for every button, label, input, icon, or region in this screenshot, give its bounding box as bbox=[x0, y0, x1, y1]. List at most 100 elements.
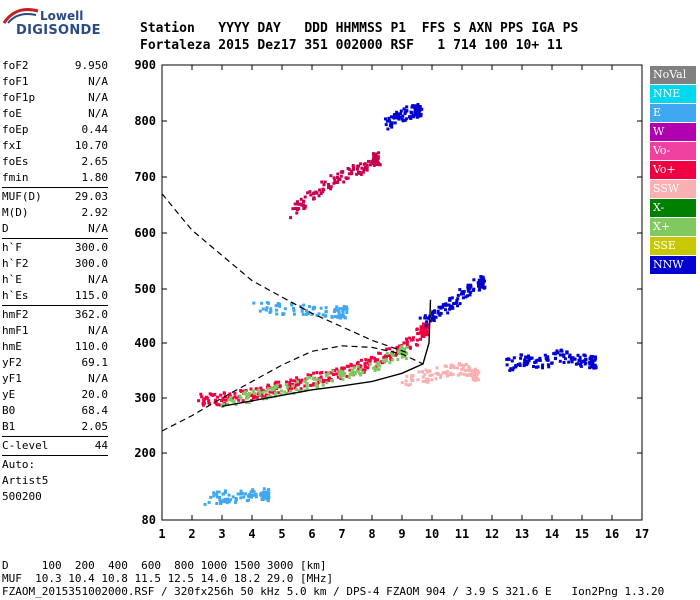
data-point bbox=[234, 500, 237, 504]
param-value: 44 bbox=[94, 439, 108, 452]
data-point bbox=[203, 502, 207, 506]
data-point bbox=[377, 351, 381, 355]
data-point bbox=[254, 495, 258, 499]
data-point bbox=[578, 355, 582, 359]
x-tick-label: 6 bbox=[308, 527, 315, 541]
param-value: N/A bbox=[88, 372, 108, 385]
data-point bbox=[345, 307, 349, 311]
data-point bbox=[266, 387, 270, 391]
data-point bbox=[444, 372, 448, 376]
data-point bbox=[468, 293, 472, 297]
data-point bbox=[404, 382, 408, 386]
data-point bbox=[283, 307, 287, 311]
data-point bbox=[260, 392, 264, 396]
data-point bbox=[420, 332, 424, 336]
data-point bbox=[305, 312, 308, 316]
param-name: MUF(D) bbox=[2, 190, 42, 203]
param-row: fmin 1.80 bbox=[2, 170, 108, 186]
data-point bbox=[370, 355, 374, 359]
data-point bbox=[472, 376, 476, 380]
data-point bbox=[360, 166, 364, 170]
data-point bbox=[320, 180, 324, 184]
data-point bbox=[345, 177, 349, 180]
data-point bbox=[293, 207, 297, 210]
data-point bbox=[353, 364, 357, 368]
data-point bbox=[439, 373, 443, 377]
param-row: M(D) 2.92 bbox=[2, 205, 108, 221]
data-point bbox=[443, 371, 446, 374]
data-point bbox=[415, 108, 418, 112]
data-point bbox=[242, 495, 246, 499]
data-point bbox=[371, 162, 375, 166]
data-point bbox=[477, 281, 481, 285]
data-point bbox=[391, 354, 395, 358]
data-point bbox=[457, 363, 461, 367]
data-point bbox=[427, 369, 431, 373]
data-point bbox=[270, 386, 274, 390]
data-point bbox=[276, 302, 280, 305]
data-point bbox=[398, 112, 402, 116]
data-point bbox=[376, 358, 379, 362]
data-point bbox=[361, 370, 365, 374]
data-point bbox=[545, 358, 549, 362]
param-name: foEp bbox=[2, 123, 29, 136]
param-value: 9.950 bbox=[74, 59, 108, 72]
data-point bbox=[395, 110, 399, 114]
data-point bbox=[212, 494, 216, 498]
data-point bbox=[405, 341, 409, 345]
data-point bbox=[357, 164, 360, 168]
data-point bbox=[244, 492, 248, 496]
data-point bbox=[541, 363, 545, 367]
param-value: N/A bbox=[88, 222, 108, 235]
data-point bbox=[299, 387, 303, 391]
legend-item: X- bbox=[650, 199, 696, 217]
data-point bbox=[222, 391, 226, 395]
data-point bbox=[483, 285, 487, 289]
data-point bbox=[509, 367, 513, 371]
data-point bbox=[403, 118, 407, 122]
param-row: foE N/A bbox=[2, 106, 108, 122]
data-point bbox=[431, 312, 434, 316]
data-point bbox=[410, 378, 414, 382]
data-point bbox=[305, 311, 309, 315]
data-point bbox=[559, 348, 563, 352]
data-point bbox=[201, 403, 205, 407]
data-point bbox=[319, 379, 322, 383]
y-tick-label: 400 bbox=[134, 336, 156, 350]
data-point bbox=[534, 359, 538, 363]
data-point bbox=[300, 378, 304, 382]
param-row: h`E N/A bbox=[2, 272, 108, 288]
data-point bbox=[373, 369, 377, 372]
data-point bbox=[260, 301, 264, 305]
data-point bbox=[375, 362, 379, 366]
param-name: h`F2 bbox=[2, 257, 29, 270]
data-point bbox=[218, 499, 222, 503]
data-point bbox=[373, 155, 377, 159]
data-point bbox=[223, 497, 227, 501]
data-point bbox=[461, 366, 465, 370]
data-point bbox=[369, 163, 372, 167]
data-point bbox=[412, 114, 416, 118]
data-point bbox=[295, 376, 299, 380]
scaled-parameters-panel: foF2 9.950 foF1 N/A foF1p N/A foE N/A foEp 0.44 fx… bbox=[2, 58, 108, 505]
data-point bbox=[519, 356, 523, 360]
data-point bbox=[422, 322, 425, 326]
data-point bbox=[249, 495, 253, 499]
data-point bbox=[276, 391, 280, 395]
param-row: h`F 300.0 bbox=[2, 240, 108, 256]
data-point bbox=[207, 401, 211, 405]
data-point bbox=[338, 369, 342, 373]
data-point bbox=[356, 369, 359, 373]
data-point bbox=[481, 283, 485, 287]
data-point bbox=[256, 392, 260, 396]
data-point bbox=[222, 498, 226, 502]
data-point bbox=[267, 491, 271, 495]
data-point bbox=[268, 390, 272, 394]
data-point bbox=[343, 307, 346, 311]
data-point bbox=[418, 316, 422, 320]
data-point bbox=[323, 379, 327, 382]
data-point bbox=[258, 309, 262, 313]
param-separator bbox=[2, 455, 108, 456]
param-row: fxI 10.70 bbox=[2, 138, 108, 154]
data-point bbox=[558, 353, 562, 357]
